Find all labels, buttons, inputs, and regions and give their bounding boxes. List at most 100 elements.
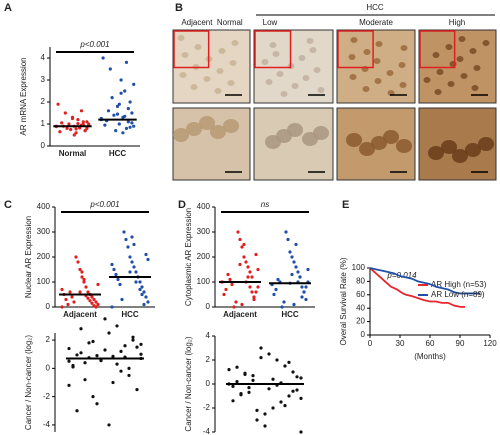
- y-tick-label: -2: [203, 403, 211, 412]
- dot: [267, 387, 271, 391]
- nucleus: [386, 70, 394, 76]
- survival-line: [369, 267, 465, 308]
- nucleus: [272, 51, 280, 57]
- dot: [292, 302, 296, 307]
- nucleus: [371, 136, 387, 150]
- dot: [126, 107, 130, 111]
- dot: [240, 245, 244, 249]
- dot: [142, 290, 146, 294]
- dot: [287, 360, 291, 364]
- dot: [238, 262, 242, 267]
- dot: [121, 131, 125, 135]
- nucleus: [231, 40, 239, 46]
- dot: [252, 297, 256, 302]
- panel-label: D: [178, 199, 186, 211]
- dot: [82, 277, 86, 282]
- dot: [267, 352, 271, 356]
- y-tick-label: 4: [41, 53, 46, 62]
- nucleus: [447, 81, 455, 87]
- y-tick-label: 400: [197, 202, 211, 211]
- dot: [112, 113, 116, 117]
- dot: [130, 235, 134, 239]
- dot: [244, 260, 248, 264]
- annotation: p<0.001: [89, 200, 119, 209]
- dot: [75, 353, 79, 357]
- dot: [101, 56, 105, 60]
- dot: [250, 290, 254, 294]
- legend-label: AR High (n=53): [431, 280, 487, 289]
- dot: [222, 292, 226, 297]
- nucleus: [398, 62, 406, 68]
- nucleus: [445, 44, 453, 50]
- dot: [114, 129, 118, 133]
- nucleus: [309, 47, 317, 53]
- dot: [138, 287, 142, 292]
- panel-label: E: [342, 199, 349, 211]
- dot: [287, 394, 291, 398]
- dot: [78, 290, 82, 294]
- dot: [251, 378, 255, 382]
- dot: [67, 346, 71, 351]
- dot: [70, 295, 74, 299]
- y-tick-label: 2: [41, 97, 46, 106]
- dot: [298, 275, 302, 279]
- dot: [83, 129, 87, 133]
- nucleus: [383, 130, 399, 144]
- dot: [119, 91, 123, 95]
- dot: [123, 114, 127, 118]
- dot: [234, 300, 238, 304]
- dot: [254, 290, 258, 294]
- dot: [290, 272, 294, 277]
- nucleus: [276, 71, 284, 77]
- dot: [79, 327, 83, 331]
- dot: [242, 255, 246, 259]
- dot: [224, 287, 228, 292]
- dot: [256, 285, 260, 289]
- dot: [123, 89, 127, 93]
- dot: [74, 131, 78, 135]
- dot: [107, 331, 111, 335]
- dot: [302, 290, 306, 294]
- dot: [82, 280, 86, 284]
- nucleus: [473, 65, 481, 71]
- dot: [85, 126, 89, 130]
- y-tick-label: 80: [356, 277, 365, 286]
- y-axis-label: Overal Survival Rate (%): [339, 257, 348, 345]
- y-tick-label: 300: [197, 227, 211, 236]
- annotation: p<0.001: [79, 40, 109, 49]
- dot: [74, 255, 78, 259]
- dot: [299, 376, 303, 380]
- dot: [116, 277, 120, 282]
- y-tick-label: 0: [361, 330, 366, 339]
- dot: [91, 339, 95, 344]
- dot: [72, 133, 76, 137]
- dot: [119, 369, 123, 373]
- dot: [134, 280, 138, 284]
- y-axis-label: Nuclear AR Expression: [24, 216, 33, 298]
- dot: [60, 121, 64, 125]
- dot: [295, 388, 299, 392]
- dot: [114, 272, 118, 277]
- inset-box: [337, 30, 374, 69]
- nucleus: [449, 61, 457, 67]
- nucleus: [287, 123, 303, 137]
- dot: [255, 418, 259, 422]
- y-tick-label: 2: [206, 355, 211, 364]
- x-tick-label: HCC: [121, 310, 139, 319]
- panel-label: B: [175, 2, 183, 14]
- dot: [294, 265, 298, 269]
- dot: [128, 125, 132, 129]
- y-axis-label: Cancer / Non-cancer (log₂): [24, 335, 33, 430]
- dot: [110, 305, 114, 309]
- dot: [60, 287, 64, 292]
- dot: [300, 295, 304, 299]
- micrograph: [172, 29, 251, 104]
- legend-label: AR Low (n=89): [431, 290, 485, 299]
- dot: [132, 265, 136, 269]
- nucleus: [348, 54, 356, 60]
- dot: [117, 122, 121, 126]
- nucleus: [199, 116, 215, 130]
- column-label: High: [449, 18, 465, 27]
- y-tick-label: 0: [46, 302, 51, 311]
- dot: [88, 299, 92, 303]
